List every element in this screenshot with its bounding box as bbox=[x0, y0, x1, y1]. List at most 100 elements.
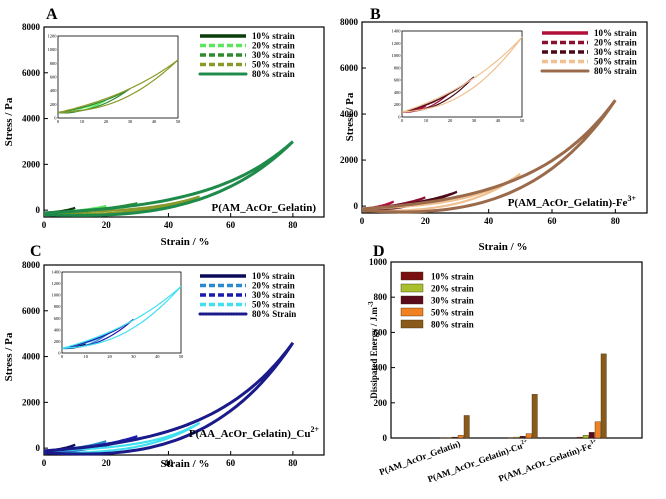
y-tick-label: 4000 bbox=[340, 109, 359, 119]
inset-loop bbox=[57, 59, 179, 114]
annotation-text: P(AM_AcOr_Gelatin)-Fe bbox=[508, 197, 628, 209]
inset-frame bbox=[61, 271, 182, 354]
inset-x-tick-label: 20 bbox=[448, 118, 453, 123]
inset-y-tick-label: 200 bbox=[50, 102, 58, 107]
legend-label: 10% strain bbox=[431, 272, 474, 282]
legend-label: 10% strain bbox=[252, 271, 295, 281]
category-label-superscript: 3+ bbox=[589, 438, 598, 446]
inset-x-tick-label: 0 bbox=[57, 119, 60, 124]
bar bbox=[463, 415, 470, 439]
legend-label: 80% Strain bbox=[252, 309, 296, 319]
legend-swatch bbox=[400, 295, 424, 305]
y-tick-label: 2000 bbox=[22, 397, 41, 407]
x-axis-label: Strain / % bbox=[161, 236, 210, 248]
y-axis-label-text: Dissipated Energy / J.m bbox=[369, 307, 379, 399]
x-tick-label: 60 bbox=[226, 220, 236, 230]
plot-frame bbox=[43, 26, 325, 218]
y-tick-label: 8000 bbox=[22, 22, 41, 32]
y-tick-label: 4000 bbox=[22, 352, 41, 362]
inset-loop bbox=[61, 286, 182, 349]
y-tick-label: 2000 bbox=[340, 155, 359, 165]
y-tick-label: 0 bbox=[383, 433, 388, 443]
inset-x-tick-label: 30 bbox=[131, 354, 136, 359]
legend-label: 20% strain bbox=[594, 38, 637, 48]
y-tick-label: 600 bbox=[374, 327, 388, 337]
bar bbox=[457, 435, 464, 439]
inset-y-tick-label: 600 bbox=[394, 78, 402, 83]
bar bbox=[576, 436, 583, 439]
plot-frame bbox=[361, 21, 648, 214]
inset-x-tick-label: 20 bbox=[104, 119, 109, 124]
inset-y-tick-label: 1200 bbox=[392, 41, 402, 46]
y-tick-label: 0 bbox=[354, 201, 359, 211]
inset-x-tick-label: 50 bbox=[179, 354, 184, 359]
panel-letter-c: C bbox=[30, 243, 42, 260]
inset-y-tick-label: 1400 bbox=[392, 29, 402, 34]
y-tick-label: 1000 bbox=[369, 257, 388, 267]
inset-x-tick-label: 30 bbox=[472, 118, 477, 123]
inset-x-tick-label: 0 bbox=[401, 118, 404, 123]
x-tick-label: 80 bbox=[288, 220, 298, 230]
bar bbox=[445, 437, 452, 439]
y-tick-label: 800 bbox=[374, 292, 388, 302]
inset-x-tick-label: 40 bbox=[496, 118, 501, 123]
legend-swatch bbox=[400, 283, 424, 293]
panel-annotation: P(AA_AcOr_Gelatin)_Cu2+ bbox=[189, 425, 320, 440]
inset-y-tick-label: 800 bbox=[54, 304, 62, 309]
bar bbox=[525, 433, 532, 439]
legend-label: 20% strain bbox=[252, 41, 295, 51]
legend-label: 50% strain bbox=[431, 308, 474, 318]
x-tick-label: 0 bbox=[360, 216, 365, 226]
legend-label: 30% strain bbox=[252, 290, 295, 300]
y-tick-label: 6000 bbox=[22, 306, 41, 316]
x-tick-label: 60 bbox=[548, 216, 558, 226]
inset-y-tick-label: 1000 bbox=[392, 53, 402, 58]
legend-label: 20% strain bbox=[252, 281, 295, 291]
legend-label: 30% strain bbox=[252, 50, 295, 60]
x-tick-label: 60 bbox=[226, 458, 236, 468]
legend-label: 80% strain bbox=[252, 69, 295, 79]
annotation-text: P(AA_AcOr_Gelatin)_Cu bbox=[189, 428, 311, 440]
inset-y-tick-label: 1400 bbox=[52, 270, 62, 275]
category-label-superscript: 2+ bbox=[520, 438, 529, 446]
inset-y-tick-label: 800 bbox=[50, 61, 58, 66]
inset-y-tick-label: 800 bbox=[394, 65, 402, 70]
y-tick-label: 6000 bbox=[340, 63, 359, 73]
inset-frame bbox=[401, 30, 523, 118]
x-tick-label: 0 bbox=[42, 458, 47, 468]
inset-y-tick-label: 600 bbox=[50, 75, 58, 80]
legend-label: 80% strain bbox=[431, 320, 474, 330]
legend-swatch bbox=[400, 319, 424, 329]
bar bbox=[600, 353, 607, 439]
y-axis-label: Stress / Pa bbox=[3, 332, 15, 381]
inset-x-tick-label: 0 bbox=[61, 354, 64, 359]
inset-y-tick-label: 1200 bbox=[48, 34, 58, 39]
x-axis-label: Strain / % bbox=[479, 241, 528, 253]
legend-label: 50% strain bbox=[252, 300, 295, 310]
bar bbox=[531, 394, 538, 439]
panel-d: 0 200 400 600 800 1000 Dissipated Energy / J.m… bbox=[367, 257, 643, 484]
legend-swatch bbox=[400, 307, 424, 317]
y-tick-label: 8000 bbox=[340, 17, 359, 27]
legend-label: 20% strain bbox=[431, 284, 474, 294]
loop-80-strain bbox=[43, 140, 294, 217]
inset-y-tick-label: 1200 bbox=[52, 281, 62, 286]
bar bbox=[439, 437, 446, 439]
y-tick-label: 8000 bbox=[22, 260, 41, 270]
inset-loop bbox=[401, 36, 523, 113]
inset-frame bbox=[57, 35, 179, 119]
inset-y-tick-label: 1000 bbox=[48, 47, 58, 52]
inset-x-tick-label: 10 bbox=[80, 119, 85, 124]
y-axis-label: Stress / Pa bbox=[3, 97, 15, 146]
bar bbox=[588, 432, 595, 439]
inset-x-tick-label: 30 bbox=[128, 119, 133, 124]
legend-label: 50% strain bbox=[252, 60, 295, 70]
loop-80-strain bbox=[43, 341, 295, 456]
legend-label: 50% strain bbox=[594, 57, 637, 67]
